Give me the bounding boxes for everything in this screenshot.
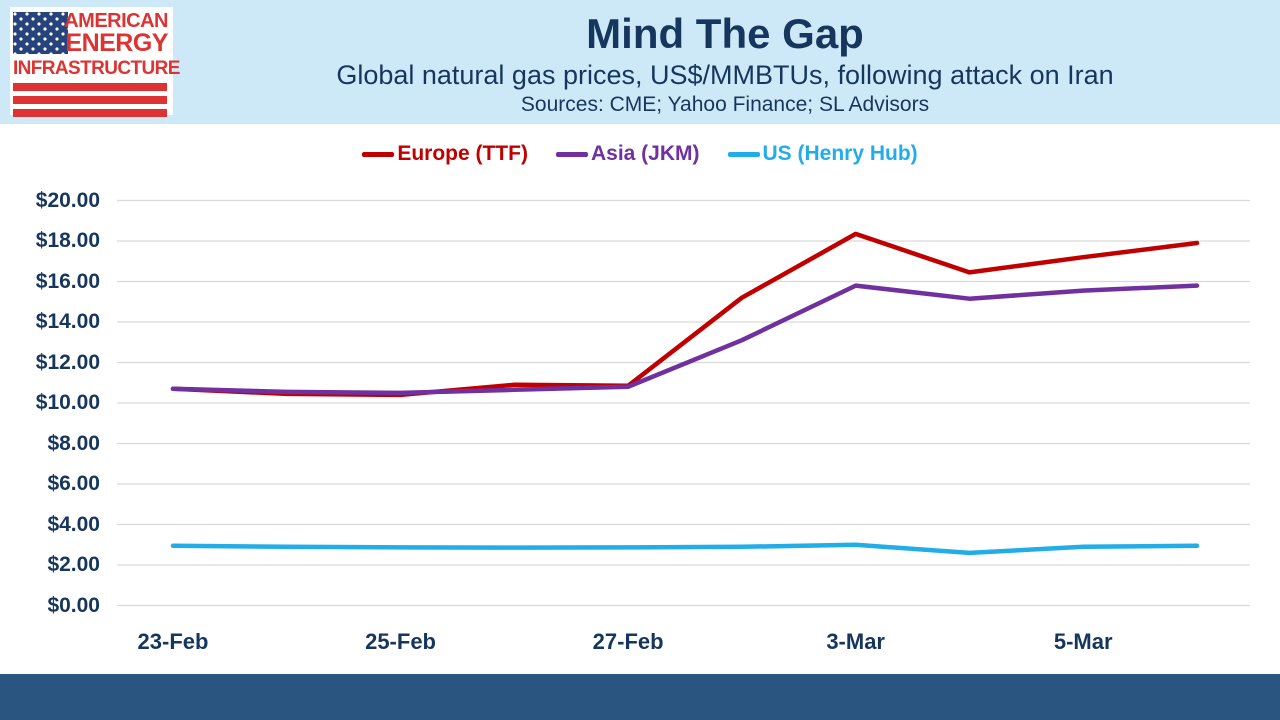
flag-canton-stars-icon (13, 12, 68, 54)
y-tick-label: $16.00 (35, 269, 100, 293)
y-tick-label: $6.00 (47, 472, 100, 495)
header-titles: Mind The Gap Global natural gas prices, … (170, 0, 1280, 118)
y-tick-label: $18.00 (35, 229, 100, 252)
price-line-chart (117, 199, 1250, 607)
y-tick-label: $14.00 (35, 310, 100, 333)
legend-label: Asia (JKM) (590, 142, 700, 165)
x-tick-label: 23-Feb (137, 629, 209, 654)
series-line-us-henry-hub (170, 542, 1200, 556)
series-line-europe-ttf (170, 231, 1200, 398)
flag-stripe (13, 83, 167, 91)
header-band: AMERICAN ENERGY INFRASTRUCTURE Mind The … (0, 0, 1280, 124)
legend-label: Europe (TTF) (397, 142, 528, 165)
flag-stripe (13, 96, 167, 104)
x-tick-label: 3-Mar (826, 629, 885, 654)
flag-stripe (13, 109, 167, 117)
logo-text-american: AMERICAN (64, 10, 168, 32)
page-subtitle: Global natural gas prices, US$/MMBTUs, f… (336, 60, 1114, 90)
x-tick-label: 27-Feb (592, 629, 664, 654)
sources-note: Sources: CME; Yahoo Finance; SL Advisors (520, 93, 930, 116)
logo-american-energy-infrastructure: AMERICAN ENERGY INFRASTRUCTURE (10, 7, 180, 117)
flag-stripes-icon (13, 83, 167, 122)
x-tick-label: 5-Mar (1053, 629, 1113, 654)
chart-area: Europe (TTF) Asia (JKM) US (Henry Hub) $0.… (0, 124, 1280, 674)
legend-swatch-icon (727, 151, 760, 157)
legend-swatch-icon (555, 151, 588, 157)
y-tick-label: $8.00 (47, 431, 100, 455)
legend-item: Asia (JKM) (555, 142, 700, 166)
chart-legend: Europe (TTF) Asia (JKM) US (Henry Hub) (0, 142, 1280, 166)
footer-bar (0, 674, 1280, 720)
y-tick-label: $12.00 (35, 350, 100, 374)
legend-item: US (Henry Hub) (727, 142, 918, 166)
y-tick-label: $4.00 (47, 512, 100, 536)
y-tick-label: $20.00 (35, 188, 100, 212)
logo-text-energy: ENERGY (65, 29, 168, 57)
logo-text-infrastructure: INFRASTRUCTURE (13, 58, 180, 79)
series-line-asia-jkm (170, 283, 1200, 396)
legend-swatch-icon (362, 151, 395, 157)
y-tick-label: $2.00 (47, 553, 100, 576)
x-tick-label: 25-Feb (365, 629, 436, 654)
y-tick-label: $0.00 (47, 593, 100, 617)
y-tick-label: $10.00 (35, 391, 100, 414)
page-title: Mind The Gap (586, 10, 864, 57)
legend-label: US (Henry Hub) (762, 142, 918, 165)
legend-item: Europe (TTF) (362, 142, 528, 166)
